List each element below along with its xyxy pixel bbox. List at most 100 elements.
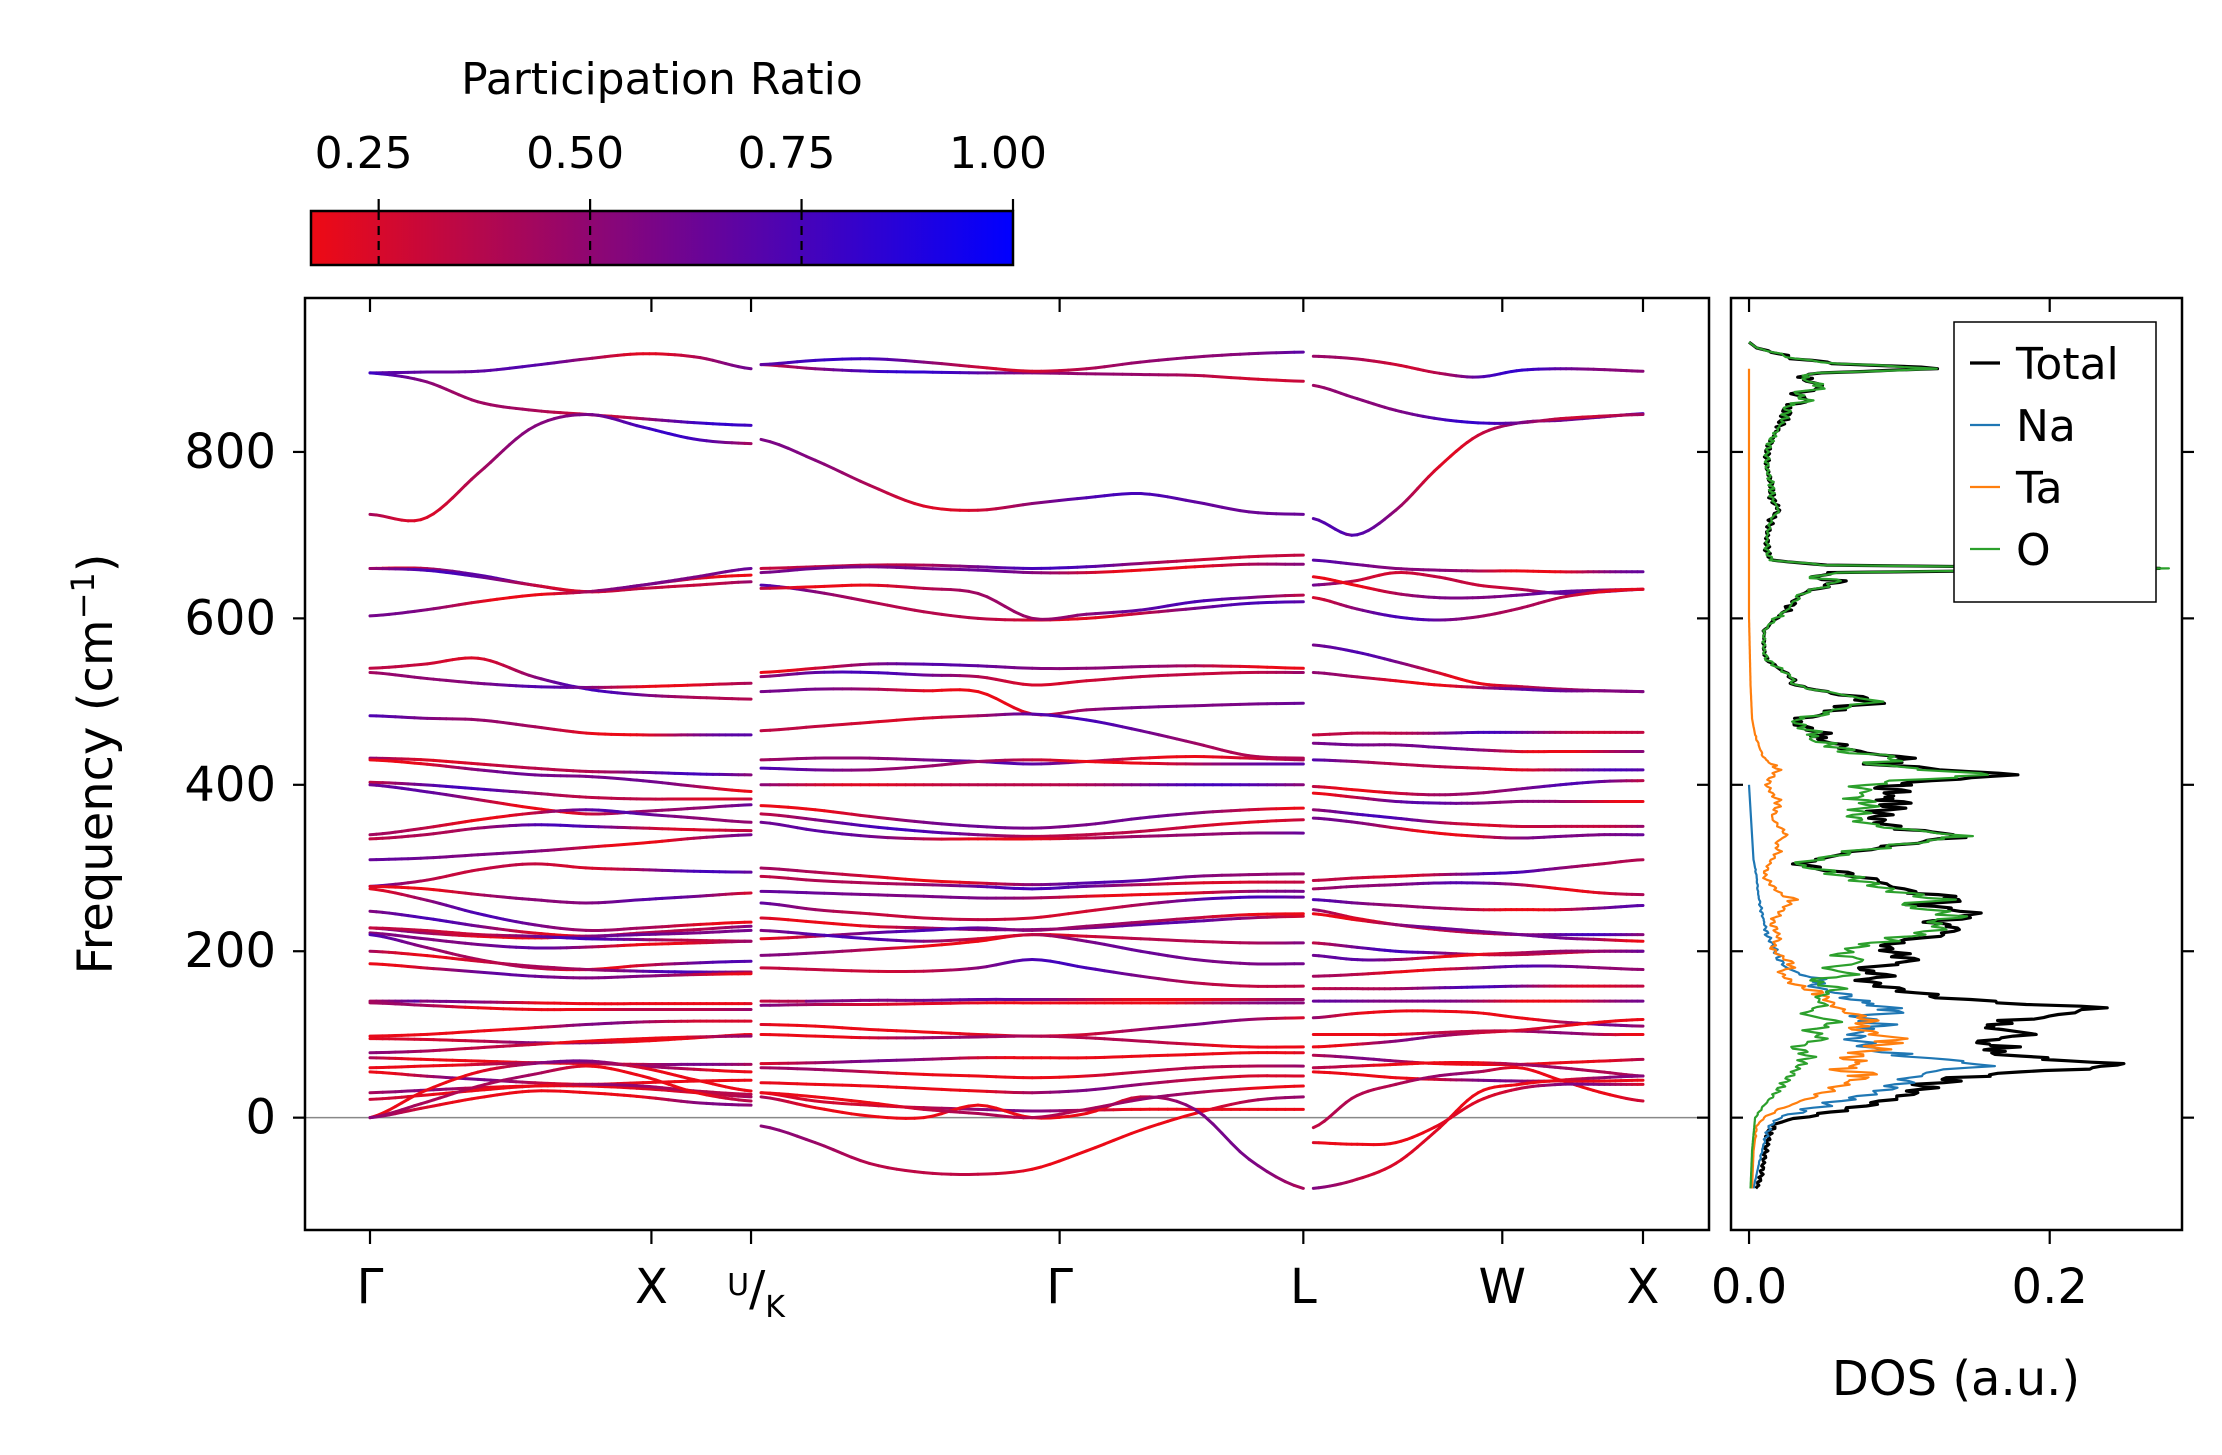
band-segment — [1102, 758, 1116, 762]
band-segment — [1112, 818, 1125, 824]
band-segment — [759, 812, 772, 817]
band-segment — [1066, 824, 1079, 828]
band-segment — [1175, 825, 1188, 830]
band-segment — [1048, 927, 1061, 932]
band-segment — [786, 364, 799, 369]
band-segment — [913, 716, 926, 721]
band-line — [759, 437, 1305, 516]
band-segment — [768, 361, 781, 366]
band-segment — [867, 874, 881, 879]
band-line — [759, 928, 1305, 945]
band-segment — [822, 665, 835, 670]
band-segment — [1003, 368, 1016, 372]
band-segment — [1184, 916, 1197, 921]
band-segment — [849, 948, 862, 953]
band-segment — [1057, 681, 1070, 686]
band-segment — [1057, 824, 1070, 829]
band-line — [368, 823, 753, 841]
band-segment — [768, 821, 781, 826]
band-lines — [368, 350, 1645, 1190]
band-segment — [831, 810, 844, 815]
band-segment — [1139, 878, 1152, 882]
band-segment — [940, 612, 953, 618]
band-segment — [849, 833, 862, 838]
band-segment — [831, 831, 844, 836]
band-segment — [804, 907, 817, 912]
band-segment — [1121, 904, 1134, 909]
band-segment — [1021, 614, 1034, 620]
band-segment — [768, 728, 781, 732]
band-segment — [1193, 599, 1206, 604]
band-segment — [840, 932, 853, 937]
band-segment — [849, 873, 862, 878]
band-segment — [913, 608, 926, 614]
band-segment — [1003, 701, 1016, 710]
band-segment — [1211, 1122, 1224, 1135]
band-segment — [895, 717, 908, 722]
band-segment — [1066, 613, 1079, 619]
band-segment — [867, 912, 881, 917]
band-segment — [994, 696, 1007, 705]
band-segment — [1084, 924, 1097, 928]
band-segment — [940, 927, 953, 931]
band-segment — [1175, 875, 1188, 880]
band-segment — [1130, 611, 1143, 616]
band-segment — [1048, 713, 1061, 718]
band-line — [368, 371, 753, 427]
band-line — [368, 884, 753, 905]
band-segment — [985, 676, 998, 681]
band-segment — [1148, 358, 1161, 363]
band-segment — [904, 717, 917, 721]
band-segment — [922, 504, 935, 510]
band-segment — [931, 927, 944, 932]
band-segment — [768, 813, 781, 817]
band-segment — [913, 878, 926, 882]
band-segment — [759, 583, 772, 588]
band-segment — [994, 599, 1007, 608]
band-segment — [1238, 376, 1251, 381]
band-segment — [1211, 746, 1224, 752]
band-segment — [1238, 1150, 1251, 1161]
band-segment — [1021, 502, 1034, 507]
band-segment — [1139, 561, 1152, 565]
band-segment — [1057, 885, 1070, 890]
band-segment — [1220, 375, 1233, 380]
band-segment — [895, 945, 908, 950]
band-segment — [1102, 563, 1116, 568]
band-segment — [1202, 897, 1215, 901]
band-segment — [1121, 609, 1134, 614]
band-segment — [786, 726, 799, 731]
band-segment — [1157, 566, 1170, 571]
band-segment — [849, 822, 862, 827]
band-segment — [1112, 613, 1125, 618]
band-segment — [1274, 1175, 1287, 1184]
band-segment — [1121, 921, 1134, 925]
band-segment — [877, 719, 890, 724]
band-segment — [840, 595, 853, 600]
band-segment — [867, 483, 881, 491]
band-segment — [940, 507, 953, 512]
band-segment — [858, 874, 871, 878]
band-segment — [1003, 934, 1016, 939]
band-segment — [1157, 604, 1170, 609]
band-segment — [904, 359, 917, 363]
band-segment — [1075, 823, 1088, 828]
band-segment — [786, 668, 799, 673]
band-segment — [1238, 596, 1251, 600]
band-segment — [913, 359, 926, 364]
band-segment — [786, 688, 799, 692]
band-segment — [886, 584, 899, 588]
band-segment — [940, 942, 953, 947]
band-segment — [804, 725, 817, 729]
band-segment — [777, 569, 790, 573]
band-line — [1311, 412, 1645, 537]
band-line — [759, 933, 1305, 966]
band-segment — [1084, 822, 1097, 827]
band-segment — [931, 821, 944, 826]
band-segment — [867, 947, 881, 952]
band-segment — [1139, 815, 1152, 820]
band-segment — [1075, 909, 1088, 914]
band-line — [759, 583, 1305, 621]
band-segment — [1093, 677, 1106, 682]
